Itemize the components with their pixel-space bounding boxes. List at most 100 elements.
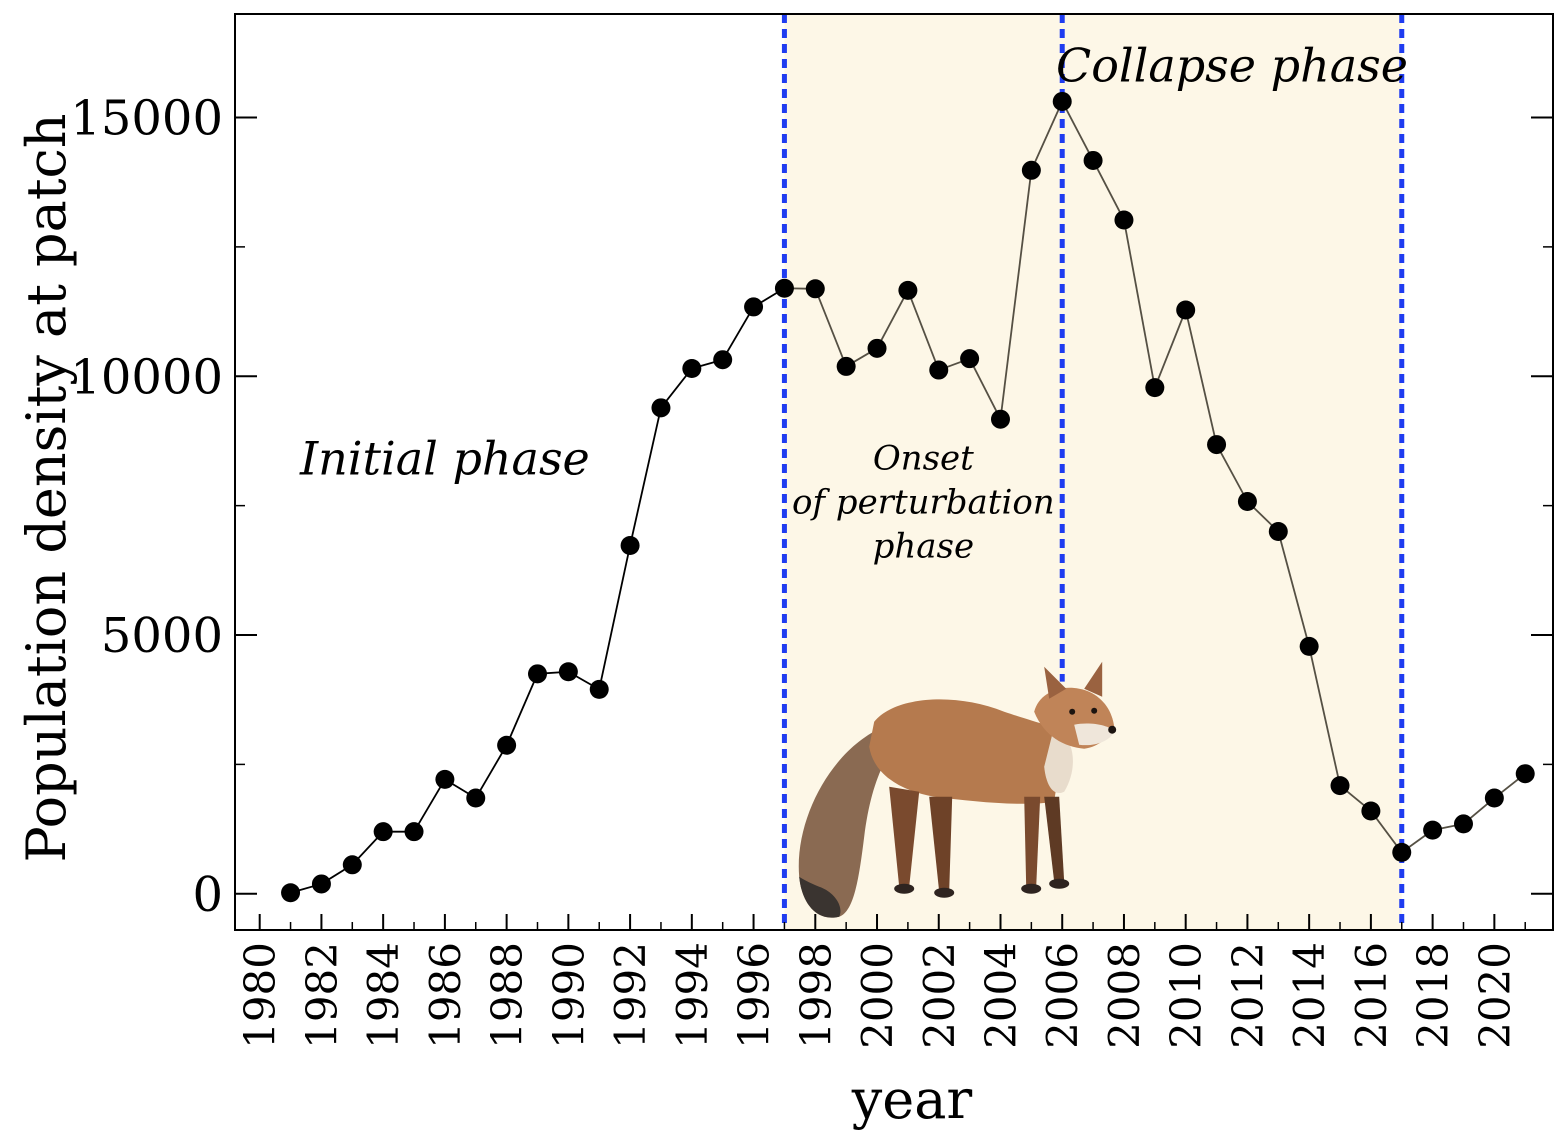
fox-nose — [1108, 725, 1117, 734]
series-segment — [629, 407, 662, 546]
x-tick-label: 1980 — [236, 942, 285, 1049]
series-segment — [907, 290, 940, 371]
series-segment — [413, 778, 446, 833]
data-point — [1453, 814, 1473, 834]
data-point — [1083, 150, 1103, 170]
y-axis-title: Population density at patch — [15, 113, 78, 862]
x-tick-label: 2006 — [1038, 942, 1087, 1049]
series-segment — [814, 288, 847, 367]
data-point — [867, 338, 887, 358]
data-point — [1021, 160, 1041, 180]
fox-leg-front2 — [1044, 796, 1065, 882]
series-segment — [1277, 531, 1311, 647]
data-point — [898, 280, 918, 300]
x-tick-label: 2004 — [976, 942, 1025, 1049]
x-tick-label: 2000 — [853, 942, 902, 1049]
data-point — [744, 297, 764, 317]
y-tick-label: 5000 — [101, 608, 223, 664]
data-point — [342, 855, 362, 875]
data-point — [1515, 764, 1535, 784]
series-segment — [1215, 444, 1249, 502]
data-point — [1237, 491, 1257, 511]
fox-image-layer — [798, 661, 1117, 918]
data-point — [960, 349, 980, 369]
plot-frame-layer — [234, 13, 1554, 931]
x-tick-label: 2008 — [1100, 942, 1149, 1049]
series-layer — [281, 91, 1535, 903]
fox-paw — [1049, 878, 1070, 889]
plot-frame — [234, 13, 1554, 931]
series-segment — [876, 289, 909, 349]
data-point — [1176, 300, 1196, 320]
series-segment — [999, 170, 1033, 420]
series-segment — [1030, 101, 1064, 171]
data-point — [497, 735, 517, 755]
data-point — [651, 398, 671, 418]
series-segment — [474, 744, 508, 799]
x-tick-label: 1996 — [730, 942, 779, 1049]
x-tick-label: 1986 — [421, 942, 470, 1049]
x-tick-label: 1998 — [791, 942, 840, 1049]
series-segment — [1308, 646, 1341, 786]
y-tick-label: 10000 — [70, 349, 223, 405]
ticks-layer: 1980 1982 1984 1986 1988 1990 1992 1994 1996 1998… — [70, 91, 1553, 1049]
phase-boundaries-layer — [781, 14, 1405, 930]
data-point — [990, 409, 1010, 429]
x-tick-label: 1992 — [606, 942, 655, 1049]
y-tick-label: 0 — [192, 867, 223, 923]
data-point — [713, 350, 733, 370]
data-point — [805, 279, 825, 299]
series-segment — [721, 306, 755, 361]
x-tick-label: 1990 — [544, 942, 593, 1049]
data-point — [682, 358, 702, 378]
phase-label-line: phase — [873, 526, 975, 566]
fox-paw — [934, 887, 955, 898]
x-axis-title: year — [851, 1068, 973, 1131]
fox-paw — [1021, 883, 1042, 894]
fox-leg-back2 — [929, 796, 953, 892]
data-point — [620, 535, 640, 555]
series-segment — [505, 673, 539, 746]
x-tick-label: 2018 — [1409, 942, 1458, 1049]
series-segment — [1092, 160, 1125, 221]
x-tick-label: 2002 — [915, 942, 964, 1049]
fox-ear-right — [1084, 661, 1103, 697]
data-point — [435, 769, 455, 789]
data-point — [836, 356, 856, 376]
data-point — [311, 874, 331, 894]
data-point — [466, 788, 486, 808]
fox-muzzle — [1074, 723, 1115, 746]
data-point — [1330, 776, 1350, 796]
fox-leg-back — [889, 786, 920, 887]
red-fox-icon — [798, 661, 1117, 918]
data-point — [1207, 435, 1227, 455]
data-point — [373, 822, 393, 842]
data-point — [1268, 522, 1288, 542]
series-segment — [968, 358, 1002, 420]
phase-label: Initial phase — [299, 432, 590, 486]
phase-label-line: Onset — [873, 438, 974, 478]
series-segment — [1153, 309, 1187, 388]
x-tick-label: 1982 — [297, 942, 346, 1049]
data-point — [1392, 842, 1412, 862]
data-point — [589, 679, 609, 699]
fox-leg-front — [1024, 796, 1041, 887]
data-point — [558, 662, 578, 682]
data-point — [774, 278, 794, 298]
fox-paw — [894, 883, 915, 894]
data-point — [1145, 378, 1165, 398]
fox-eye — [1069, 708, 1076, 715]
data-point — [281, 883, 301, 903]
fox-ear-left — [1044, 666, 1067, 699]
data-point — [404, 822, 424, 842]
fox-tail-tip — [799, 876, 841, 918]
x-tick-label: 2020 — [1470, 942, 1519, 1049]
x-tick-label: 1994 — [668, 942, 717, 1049]
data-point — [1299, 636, 1319, 656]
data-point — [1484, 788, 1504, 808]
series-segment — [1123, 219, 1156, 388]
phase-label: Collapse phase — [1056, 38, 1408, 92]
data-point — [1361, 801, 1381, 821]
